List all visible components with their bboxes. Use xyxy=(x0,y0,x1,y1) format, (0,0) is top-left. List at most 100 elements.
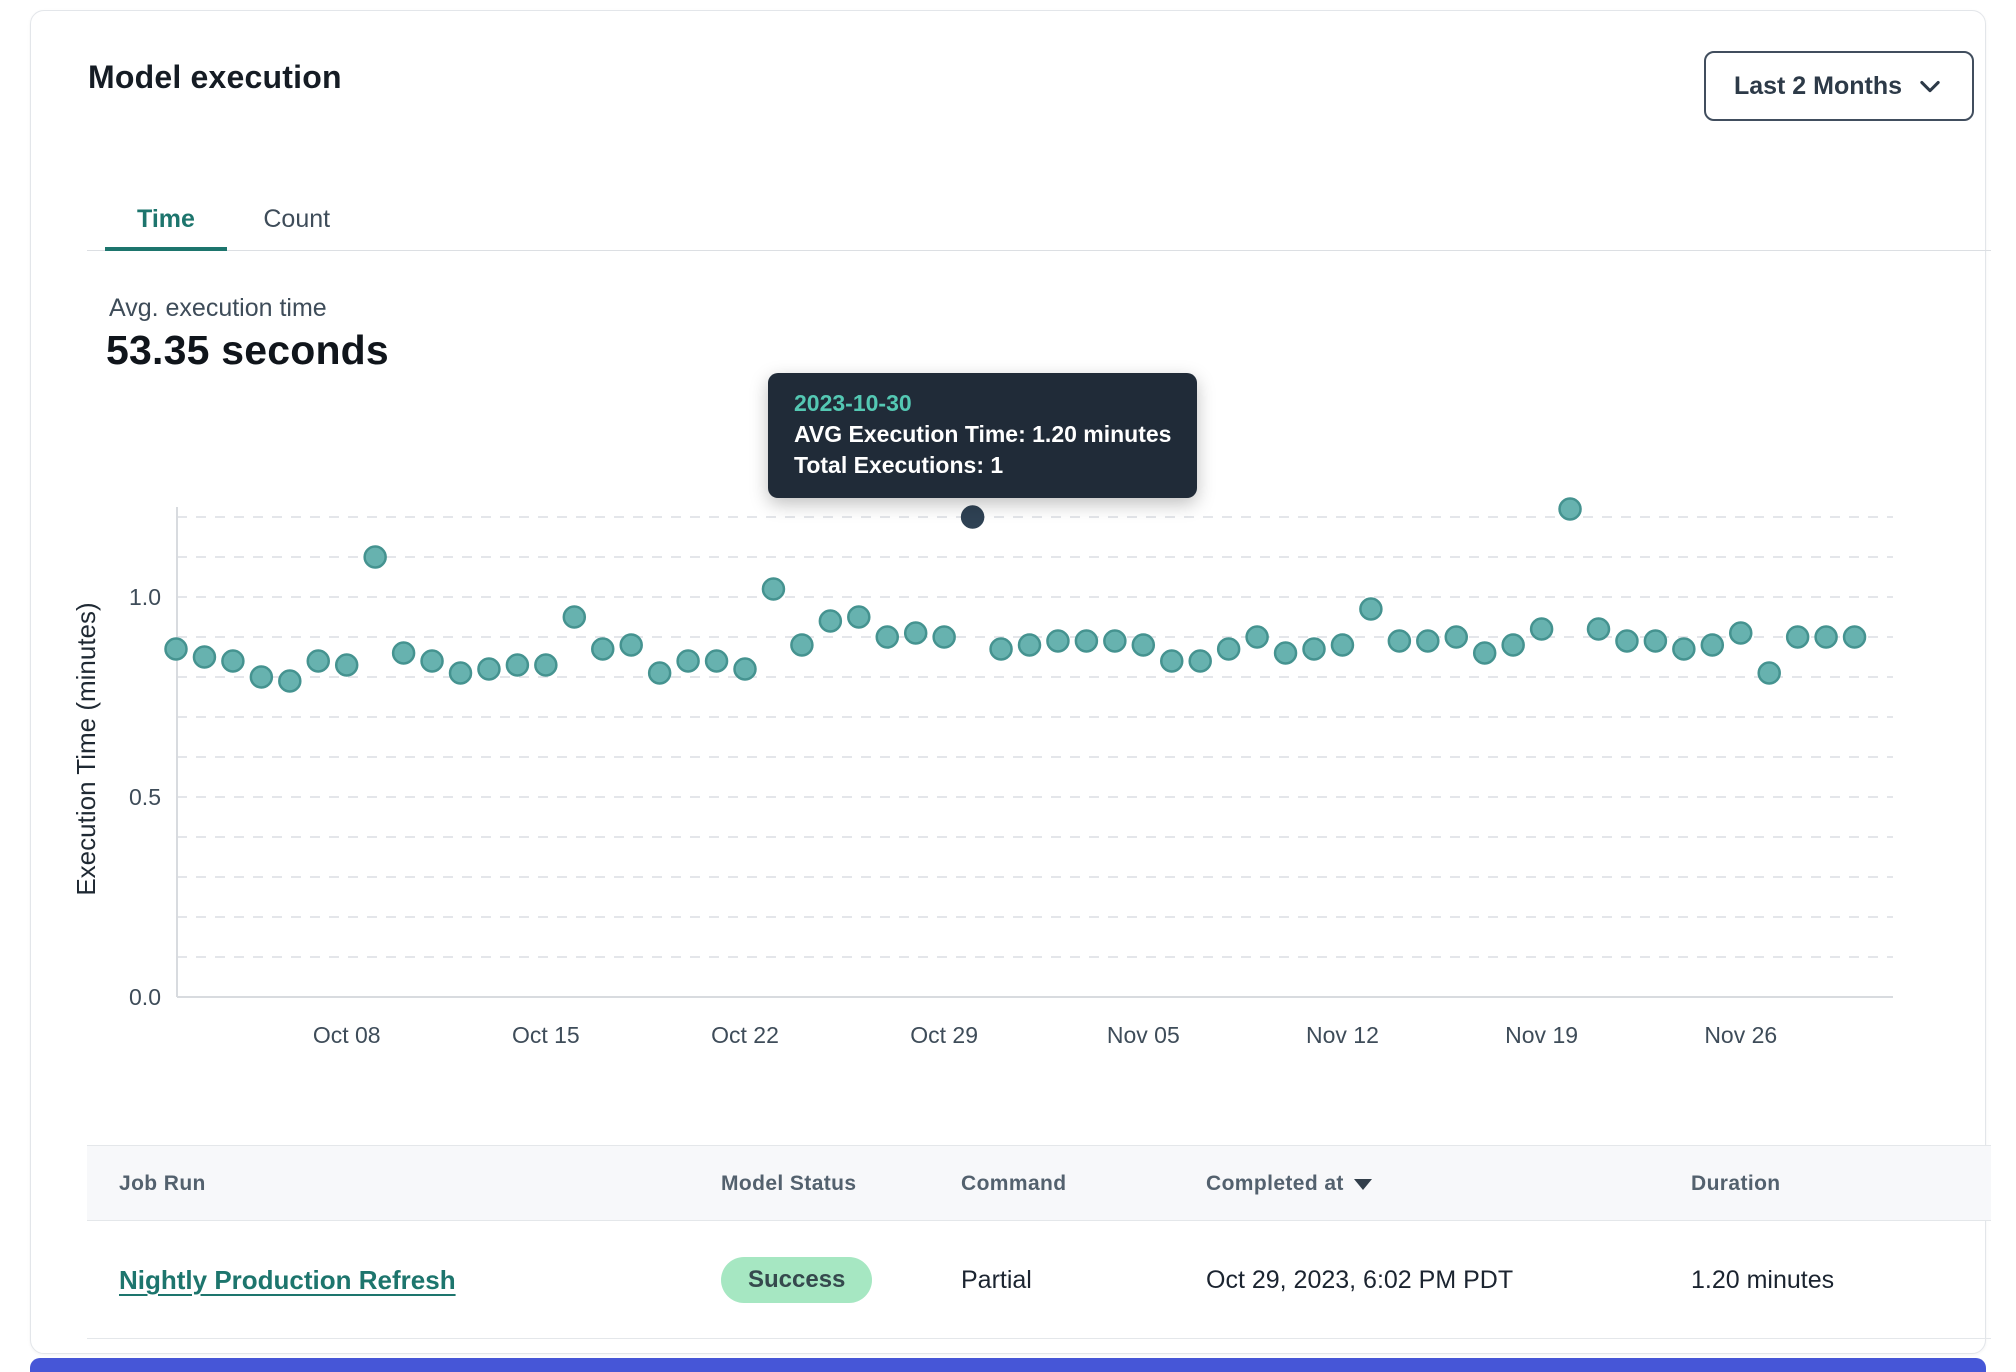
data-point[interactable] xyxy=(534,653,558,677)
x-tick-label: Nov 12 xyxy=(1306,1022,1379,1048)
data-point[interactable] xyxy=(1188,649,1212,673)
tab-time[interactable]: Time xyxy=(105,195,227,251)
data-point[interactable] xyxy=(221,649,245,673)
data-point[interactable] xyxy=(164,637,188,661)
chart-tabs: Time Count xyxy=(87,195,1991,251)
tooltip-date: 2023-10-30 xyxy=(794,390,912,416)
sort-desc-icon[interactable] xyxy=(1353,1178,1372,1190)
tooltip-avg-execution-time: AVG Execution Time: 1.20 minutes xyxy=(794,421,1172,447)
data-point[interactable] xyxy=(704,649,729,673)
data-point[interactable] xyxy=(1046,629,1070,653)
data-point[interactable] xyxy=(1302,637,1326,661)
data-point[interactable] xyxy=(733,657,757,681)
data-point[interactable] xyxy=(875,625,899,649)
page-title: Model execution xyxy=(88,59,342,95)
data-point[interactable] xyxy=(847,605,871,629)
y-tick-label: 1.0 xyxy=(129,584,161,610)
column-header-duration: Duration xyxy=(1691,1172,1781,1195)
column-header-completed-at[interactable]: Completed at xyxy=(1206,1146,1372,1222)
data-point[interactable] xyxy=(1842,625,1867,649)
data-point[interactable] xyxy=(932,625,956,649)
data-point[interactable] xyxy=(591,637,615,661)
data-point[interactable] xyxy=(477,657,501,681)
data-point[interactable] xyxy=(1216,637,1241,661)
tooltip-total-executions: Total Executions: 1 xyxy=(794,452,1004,478)
data-point[interactable] xyxy=(1586,617,1611,641)
data-point[interactable] xyxy=(761,577,786,601)
data-point[interactable] xyxy=(420,649,444,673)
data-point[interactable] xyxy=(363,545,387,569)
data-point[interactable] xyxy=(1444,625,1468,649)
tab-count[interactable]: Count xyxy=(263,205,331,233)
data-point[interactable] xyxy=(1160,649,1184,673)
command-cell: Partial xyxy=(961,1265,1032,1294)
x-tick-label: Nov 26 xyxy=(1704,1022,1777,1048)
data-point[interactable] xyxy=(1330,633,1355,657)
data-point[interactable] xyxy=(1558,497,1582,521)
x-tick-label: Oct 29 xyxy=(910,1022,978,1048)
data-point[interactable] xyxy=(1757,661,1781,685)
data-point[interactable] xyxy=(1416,629,1440,653)
data-point[interactable] xyxy=(391,641,416,665)
x-tick-label: Nov 05 xyxy=(1107,1022,1180,1048)
data-point[interactable] xyxy=(818,609,843,633)
data-point[interactable] xyxy=(334,653,359,677)
data-point[interactable] xyxy=(1700,633,1725,657)
data-point[interactable] xyxy=(619,633,643,657)
job-runs-table: Job Run Model Status Command Completed a… xyxy=(87,1145,1991,1339)
data-point[interactable] xyxy=(1472,641,1497,665)
data-point[interactable] xyxy=(1814,625,1838,649)
table-header-row: Job Run Model Status Command Completed a… xyxy=(87,1145,1991,1221)
data-point[interactable] xyxy=(1074,629,1099,653)
data-point[interactable] xyxy=(1529,617,1554,641)
column-header-model-status: Model Status xyxy=(721,1172,857,1195)
data-point[interactable] xyxy=(1785,625,1810,649)
date-range-dropdown[interactable]: Last 2 Months xyxy=(1704,51,1974,121)
data-point[interactable] xyxy=(1359,597,1383,621)
avg-execution-time-label: Avg. execution time xyxy=(109,294,327,322)
data-point[interactable] xyxy=(448,661,473,685)
chevron-down-icon xyxy=(1916,72,1944,100)
data-point[interactable] xyxy=(647,661,672,685)
data-point[interactable] xyxy=(1387,629,1412,653)
job-run-link[interactable]: Nightly Production Refresh xyxy=(119,1264,456,1295)
x-tick-label: Oct 08 xyxy=(313,1022,381,1048)
data-point[interactable] xyxy=(192,645,217,669)
column-header-completed-at-label: Completed at xyxy=(1206,1172,1344,1195)
column-header-command: Command xyxy=(961,1172,1067,1195)
data-point[interactable] xyxy=(790,633,814,657)
data-point[interactable] xyxy=(249,665,274,689)
data-point-highlighted[interactable] xyxy=(960,505,985,529)
data-point[interactable] xyxy=(989,637,1013,661)
data-point[interactable] xyxy=(1131,633,1156,657)
execution-time-chart[interactable]: 0.0 0.5 1.0 Oct 08 Oct 15 Oct 22 Oct 29 Nov 05 N… xyxy=(71,471,1971,1051)
table-row: Nightly Production Refresh Success Parti… xyxy=(87,1221,1991,1339)
x-tick-label: Oct 15 xyxy=(512,1022,580,1048)
data-point[interactable] xyxy=(1643,629,1668,653)
data-point[interactable] xyxy=(562,605,587,629)
completed-at-cell: Oct 29, 2023, 6:02 PM PDT xyxy=(1206,1265,1514,1294)
data-point[interactable] xyxy=(1017,633,1042,657)
data-point[interactable] xyxy=(676,649,700,673)
data-point[interactable] xyxy=(1273,641,1298,665)
data-point[interactable] xyxy=(1615,629,1639,653)
chart-tooltip: 2023-10-30 AVG Execution Time: 1.20 minu… xyxy=(768,373,1198,498)
data-point[interactable] xyxy=(278,669,302,693)
avg-execution-time-value: 53.35 seconds xyxy=(106,327,389,373)
y-tick-label: 0.0 xyxy=(129,984,161,1010)
data-point[interactable] xyxy=(903,621,928,645)
y-axis-title: Execution Time (minutes) xyxy=(71,602,101,895)
data-point[interactable] xyxy=(306,649,330,673)
data-point[interactable] xyxy=(1672,637,1696,661)
x-tick-label: Oct 22 xyxy=(711,1022,779,1048)
status-badge: Success xyxy=(721,1257,873,1303)
data-point[interactable] xyxy=(1729,621,1753,645)
data-point[interactable] xyxy=(1245,625,1269,649)
column-header-job-run: Job Run xyxy=(119,1172,206,1195)
data-point[interactable] xyxy=(505,653,530,677)
bottom-accent-bar xyxy=(30,1358,1986,1372)
data-point[interactable] xyxy=(1103,629,1127,653)
date-range-value: Last 2 Months xyxy=(1733,71,1903,100)
data-point[interactable] xyxy=(1501,633,1525,657)
y-tick-label: 0.5 xyxy=(129,784,161,810)
